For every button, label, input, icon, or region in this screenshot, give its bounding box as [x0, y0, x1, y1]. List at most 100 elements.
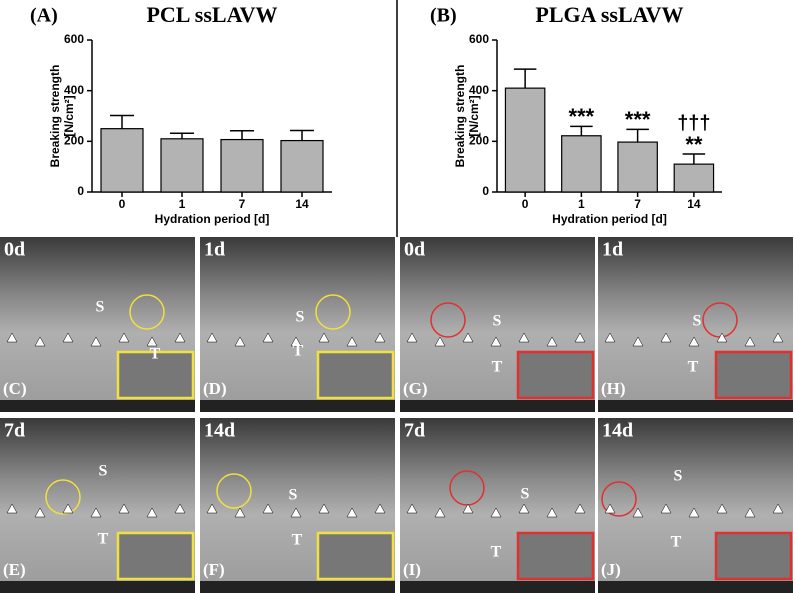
arrowhead: [632, 336, 644, 347]
arrowhead: [374, 503, 386, 514]
arrowhead: [490, 336, 502, 347]
inset: [516, 350, 595, 400]
region-label: T: [671, 534, 682, 551]
arrowhead: [234, 507, 246, 518]
inset: [316, 531, 395, 581]
panel-label: (J): [601, 560, 621, 579]
arrowhead: [574, 332, 586, 343]
bar: [100, 128, 144, 193]
time-label: 7d: [404, 420, 425, 442]
significance: ***: [569, 104, 595, 129]
significance: †††: [677, 112, 710, 134]
x-tick-label: 0: [522, 197, 529, 211]
arrowhead: [6, 503, 18, 514]
arrowhead: [118, 332, 130, 343]
arrowhead: [772, 332, 784, 343]
scale-bar: [598, 400, 793, 412]
region-label: S: [493, 313, 502, 330]
error-bar: [626, 128, 649, 143]
region-label: T: [491, 544, 502, 561]
arrowhead: [234, 336, 246, 347]
error-bar: [170, 132, 194, 139]
arrowhead: [604, 332, 616, 343]
scale-bar: [200, 581, 395, 593]
arrowhead: [434, 336, 446, 347]
arrowhead: [660, 503, 672, 514]
y-axis-unit: [N/cm²]: [62, 95, 76, 136]
arrowhead: [406, 503, 418, 514]
region-label: S: [674, 468, 683, 485]
inset: [316, 350, 395, 400]
inset: [714, 350, 793, 400]
time-label: 0d: [4, 239, 25, 261]
significance: ***: [625, 107, 651, 132]
inset: [714, 531, 793, 581]
arrowhead: [632, 507, 644, 518]
x-tick-label: 7: [239, 197, 246, 211]
error-bar: [290, 129, 314, 141]
arrowhead: [374, 332, 386, 343]
region-label: S: [99, 463, 108, 480]
region-label: S: [296, 309, 305, 326]
arrowhead: [290, 336, 302, 347]
time-label: 1d: [602, 239, 623, 261]
error-bar: [230, 129, 254, 140]
arrowhead: [346, 507, 358, 518]
arrowhead: [772, 503, 784, 514]
time-label: 14d: [204, 420, 235, 442]
error-bar: [570, 125, 593, 136]
inset: [516, 531, 595, 581]
scale-bar: [400, 400, 595, 412]
region-label: T: [688, 359, 699, 376]
y-axis-label: Breaking strength: [48, 65, 62, 168]
arrowhead: [716, 503, 728, 514]
y-tick-label: 200: [64, 134, 84, 148]
inset: [116, 350, 195, 400]
arrowhead: [262, 332, 274, 343]
arrowhead: [462, 332, 474, 343]
y-tick-label: 600: [64, 32, 84, 46]
time-label: 14d: [602, 420, 633, 442]
arrowhead: [206, 332, 218, 343]
arrowhead: [744, 507, 756, 518]
scale-bar: [200, 400, 395, 412]
panel-label: (D): [203, 379, 227, 398]
x-axis-label: Hydration period [d]: [155, 212, 270, 226]
panel-label: (G): [403, 379, 428, 398]
x-tick-label: 1: [179, 197, 186, 211]
region-label: S: [693, 313, 702, 330]
arrowhead: [146, 336, 158, 347]
highlight-circle: [315, 294, 351, 330]
bar: [220, 138, 264, 193]
arrowhead: [290, 507, 302, 518]
arrowhead: [318, 503, 330, 514]
arrowhead: [434, 507, 446, 518]
significance: **: [685, 132, 703, 157]
arrowhead: [62, 503, 74, 514]
x-tick-label: 0: [119, 197, 126, 211]
region-label: T: [98, 531, 109, 548]
time-label: 7d: [4, 420, 25, 442]
y-tick-label: 0: [482, 184, 489, 198]
highlight-circle: [601, 481, 637, 517]
panel-label: (E): [3, 560, 26, 579]
arrowhead: [318, 332, 330, 343]
y-axis-unit: [N/cm²]: [467, 95, 481, 136]
arrowhead: [90, 507, 102, 518]
arrowhead: [688, 336, 700, 347]
x-tick-label: 14: [687, 197, 701, 211]
arrowhead: [604, 503, 616, 514]
arrowhead: [462, 503, 474, 514]
arrowhead: [34, 507, 46, 518]
region-label: S: [521, 486, 530, 503]
arrowhead: [518, 332, 530, 343]
chart-title: PCL ssLAVW: [146, 2, 277, 27]
region-label: S: [289, 487, 298, 504]
highlight-circle: [45, 479, 81, 515]
scale-bar: [400, 581, 595, 593]
arrowhead: [346, 336, 358, 347]
arrowhead: [34, 336, 46, 347]
arrowhead: [174, 503, 186, 514]
arrowhead: [146, 507, 158, 518]
